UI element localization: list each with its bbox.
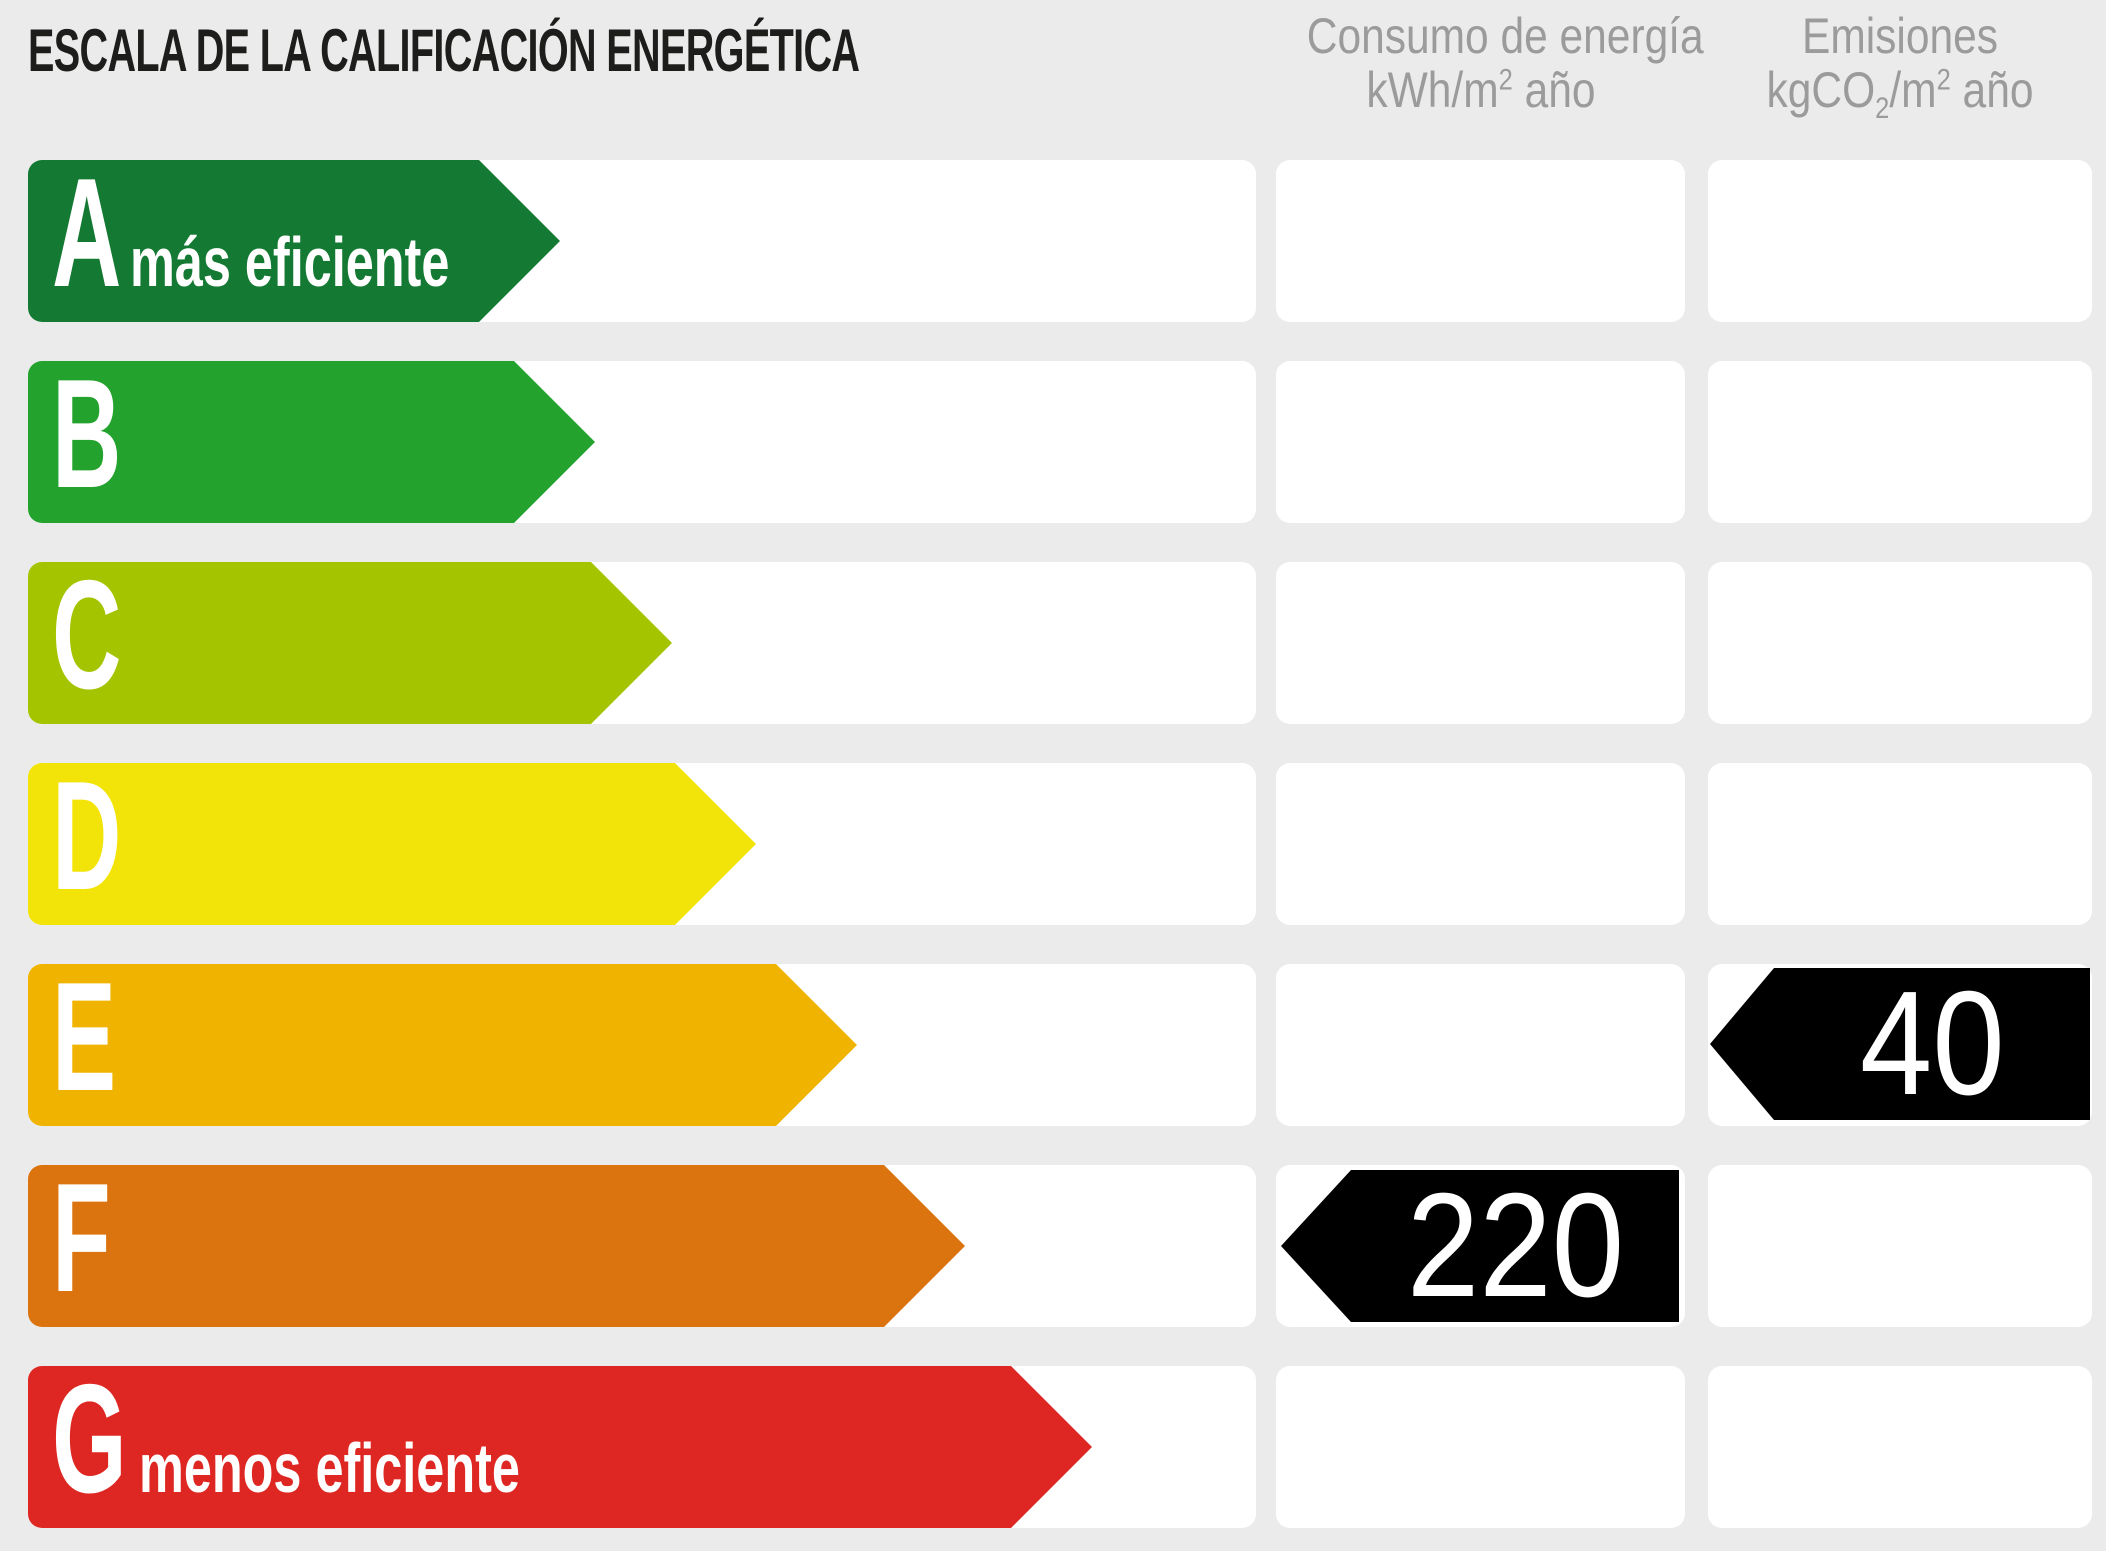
right-arrow-head-icon bbox=[514, 361, 595, 523]
right-arrow-head-icon bbox=[884, 1165, 965, 1327]
left-arrow-head-icon bbox=[1710, 968, 1774, 1120]
consumo-value: 220 bbox=[1406, 1163, 1624, 1328]
emisiones-value-box: 40 bbox=[1774, 968, 2090, 1120]
rating-bar-b: B bbox=[28, 356, 595, 523]
rating-row-f: F bbox=[0, 1160, 2106, 1327]
rating-letter: A bbox=[52, 146, 122, 319]
right-arrow-head-icon bbox=[776, 964, 857, 1126]
column-header-consumo: Consumo de energía kWh/m2 año bbox=[1276, 8, 1704, 118]
column-header-emisiones: Emisiones kgCO2/m2 año bbox=[1708, 8, 2092, 125]
consumo-header-line1: Consumo de energía bbox=[1306, 8, 1704, 64]
emisiones-cell bbox=[1708, 1165, 2092, 1327]
rating-letter: E bbox=[52, 950, 117, 1123]
rating-letter: B bbox=[52, 347, 122, 520]
consumo-cell bbox=[1276, 1366, 1685, 1528]
emisiones-cell bbox=[1708, 361, 2092, 523]
emisiones-cell bbox=[1708, 562, 2092, 724]
rating-label: E bbox=[52, 959, 155, 1114]
rating-label: D bbox=[52, 758, 164, 913]
rating-suffix: menos eficiente bbox=[138, 1429, 520, 1507]
rating-bar-body bbox=[28, 964, 776, 1126]
rating-letter: F bbox=[52, 1151, 111, 1324]
emisiones-value: 40 bbox=[1859, 961, 2005, 1126]
rating-bar-body bbox=[28, 361, 514, 523]
emisiones-cell bbox=[1708, 160, 2092, 322]
rating-row-d: D bbox=[0, 758, 2106, 925]
consumo-value-box: 220 bbox=[1351, 1170, 1679, 1322]
rating-bar-body bbox=[28, 1165, 884, 1327]
rating-bar-body bbox=[28, 1366, 1011, 1528]
rating-letter: D bbox=[52, 749, 122, 922]
rating-label: C bbox=[52, 557, 164, 712]
rating-bar-f: F bbox=[28, 1160, 965, 1327]
consumo-cell bbox=[1276, 160, 1685, 322]
rating-letter: C bbox=[52, 548, 122, 721]
left-arrow-head-icon bbox=[1281, 1170, 1351, 1322]
rating-bar-body bbox=[28, 763, 675, 925]
emisiones-cell bbox=[1708, 763, 2092, 925]
rating-row-b: B bbox=[0, 356, 2106, 523]
right-arrow-head-icon bbox=[591, 562, 672, 724]
rating-bar-d: D bbox=[28, 758, 756, 925]
consumo-cell bbox=[1276, 763, 1685, 925]
emisiones-cell bbox=[1708, 1366, 2092, 1528]
emisiones-header-units: kgCO2/m2 año bbox=[1766, 62, 2034, 125]
rating-label: B bbox=[52, 356, 164, 511]
consumo-header-units: kWh/m2 año bbox=[1366, 62, 1596, 118]
right-arrow-head-icon bbox=[1011, 1366, 1092, 1528]
emisiones-header-line1: Emisiones bbox=[1801, 8, 1999, 64]
consumo-cell bbox=[1276, 964, 1685, 1126]
emisiones-value-pointer: 40 bbox=[1710, 968, 2090, 1120]
consumo-value-pointer: 220 bbox=[1281, 1170, 1679, 1322]
rating-bar-body bbox=[28, 160, 479, 322]
rating-label: F bbox=[52, 1160, 147, 1315]
rating-letter: G bbox=[52, 1352, 127, 1525]
rating-row-c: C bbox=[0, 557, 2106, 724]
right-arrow-head-icon bbox=[675, 763, 756, 925]
rating-bar-e: E bbox=[28, 959, 857, 1126]
rating-bar-body bbox=[28, 562, 591, 724]
consumo-cell bbox=[1276, 361, 1685, 523]
rating-suffix: más eficiente bbox=[129, 223, 450, 301]
consumo-cell bbox=[1276, 562, 1685, 724]
page-title: ESCALA DE LA CALIFICACIÓN ENERGÉTICA bbox=[28, 17, 860, 84]
rating-bar-c: C bbox=[28, 557, 672, 724]
